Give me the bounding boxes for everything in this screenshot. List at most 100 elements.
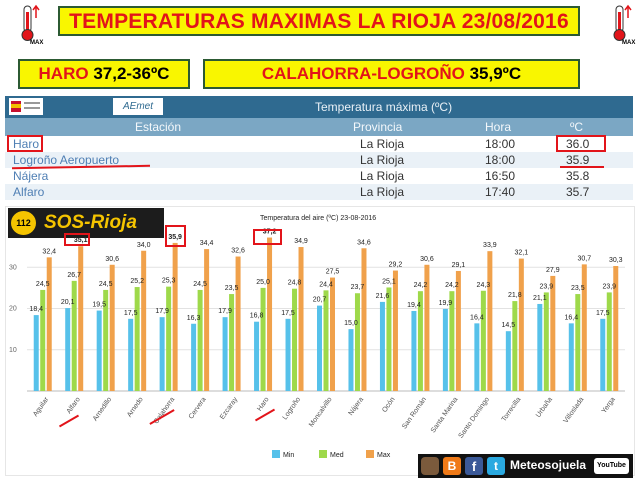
calahorra-name: CALAHORRA-LOGROÑO bbox=[261, 64, 465, 83]
data-label: 29,2 bbox=[389, 262, 403, 269]
bar-min bbox=[254, 321, 260, 391]
bar-min bbox=[159, 317, 165, 391]
data-label: 30,6 bbox=[105, 256, 119, 263]
bar-med bbox=[323, 290, 329, 391]
therm-label-left: MAX bbox=[30, 40, 43, 46]
table-row: Haro La Rioja 18:00 36.0 bbox=[5, 136, 633, 152]
data-label: 30,7 bbox=[577, 255, 591, 262]
data-label: 25,3 bbox=[162, 278, 176, 285]
bar-min bbox=[411, 310, 417, 391]
category-label: San Román bbox=[401, 396, 428, 430]
bar-min bbox=[65, 308, 71, 391]
bar-med bbox=[292, 288, 298, 391]
bar-min bbox=[348, 329, 354, 391]
row-province: La Rioja bbox=[360, 185, 405, 199]
data-label: 33,9 bbox=[483, 242, 497, 249]
category-label: Ezcaray bbox=[219, 396, 240, 421]
bar-min bbox=[537, 303, 543, 391]
table-title: Temperatura máxima (ºC) bbox=[315, 100, 453, 114]
data-label: 19,5 bbox=[92, 302, 106, 309]
data-label: 32,6 bbox=[231, 248, 245, 255]
data-label: 19,9 bbox=[439, 300, 453, 307]
bar-max bbox=[361, 248, 367, 391]
bar-med bbox=[197, 289, 203, 391]
data-label: 23,7 bbox=[351, 284, 365, 291]
category-label: Urbaña bbox=[535, 396, 554, 419]
category-label: Cervera bbox=[188, 396, 208, 420]
bar-max bbox=[330, 277, 335, 391]
logrono-temp-underline bbox=[560, 166, 604, 168]
category-label: Santa Marina bbox=[430, 396, 460, 434]
row-time: 18:00 bbox=[485, 153, 516, 167]
data-label: 21,8 bbox=[508, 292, 522, 299]
bar-min bbox=[600, 318, 606, 391]
bar-med bbox=[512, 301, 518, 391]
category-label: Haro bbox=[256, 396, 270, 413]
data-label: 16,4 bbox=[564, 314, 578, 321]
data-label: 27,9 bbox=[546, 267, 560, 274]
calahorra-max-annotation bbox=[165, 225, 186, 247]
bar-max bbox=[550, 275, 556, 391]
data-label: 17,5 bbox=[281, 310, 295, 317]
bar-med bbox=[386, 287, 392, 391]
data-label: 23,5 bbox=[571, 285, 585, 292]
data-label: 19,4 bbox=[407, 302, 421, 309]
col-temp: ºC bbox=[570, 120, 584, 134]
data-label: 21,1 bbox=[533, 295, 547, 302]
col-station: Estación bbox=[135, 120, 182, 134]
therm-label-right: MAX bbox=[622, 40, 635, 46]
table-row: Alfaro La Rioja 17:40 35.7 bbox=[5, 184, 633, 200]
data-label: 37,2 bbox=[263, 229, 277, 236]
data-label: 25,1 bbox=[382, 278, 396, 285]
table-row: Logroño Aeropuerto La Rioja 18:00 35.9 bbox=[5, 152, 633, 168]
data-label: 24,8 bbox=[288, 280, 302, 287]
bar-max bbox=[172, 242, 178, 391]
facebook-icon[interactable]: f bbox=[465, 457, 483, 475]
chart-title: Temperatura del aire (ºC) 23-08-2016 bbox=[260, 215, 376, 222]
bar-med bbox=[40, 289, 46, 391]
data-label: 24,5 bbox=[36, 281, 50, 288]
bar-min bbox=[128, 318, 134, 391]
data-label: 34,0 bbox=[137, 242, 151, 249]
haro-max-annotation bbox=[253, 229, 282, 245]
bar-min bbox=[442, 308, 448, 391]
bar-max bbox=[518, 258, 524, 391]
row-time: 16:50 bbox=[485, 169, 516, 183]
category-label: Santo Domingo bbox=[458, 396, 491, 440]
bar-med bbox=[575, 294, 581, 391]
bar-max bbox=[455, 270, 461, 391]
data-label: 23,5 bbox=[225, 285, 239, 292]
data-label: 24,2 bbox=[445, 282, 459, 289]
y-tick-label: 20 bbox=[9, 306, 17, 313]
data-label: 32,4 bbox=[42, 248, 56, 255]
bar-max bbox=[46, 257, 52, 391]
data-label: 25,0 bbox=[256, 279, 270, 286]
bar-max bbox=[109, 264, 115, 391]
data-label: 16,4 bbox=[470, 314, 484, 321]
row-station: Alfaro bbox=[13, 185, 45, 199]
youtube-icon[interactable]: YouTube bbox=[594, 458, 629, 474]
blogger-icon[interactable]: B bbox=[443, 457, 461, 475]
data-label: 20,1 bbox=[61, 299, 75, 306]
data-label: 34,4 bbox=[200, 240, 214, 247]
bar-med bbox=[71, 280, 77, 391]
bar-min bbox=[96, 310, 102, 391]
data-label: 30,6 bbox=[420, 256, 434, 263]
instagram-icon[interactable] bbox=[421, 457, 439, 475]
data-label: 20,7 bbox=[313, 297, 327, 304]
data-label: 30,3 bbox=[609, 257, 623, 264]
data-label: 24,2 bbox=[414, 282, 428, 289]
data-label: 34,9 bbox=[294, 238, 308, 245]
data-label: 27,5 bbox=[326, 269, 340, 276]
bar-max bbox=[581, 264, 587, 391]
data-label: 23,9 bbox=[602, 283, 616, 290]
twitter-icon[interactable]: t bbox=[487, 457, 505, 475]
legend-label-max: Max bbox=[377, 452, 391, 459]
footer-brand: Meteosojuela bbox=[510, 458, 587, 472]
bar-med bbox=[417, 291, 423, 391]
data-label: 24,5 bbox=[99, 281, 113, 288]
bar-max bbox=[235, 256, 241, 391]
table-row: Nájera La Rioja 16:50 35.8 bbox=[5, 168, 633, 184]
bar-min bbox=[33, 315, 39, 391]
category-label: Torrecilla bbox=[501, 396, 523, 423]
